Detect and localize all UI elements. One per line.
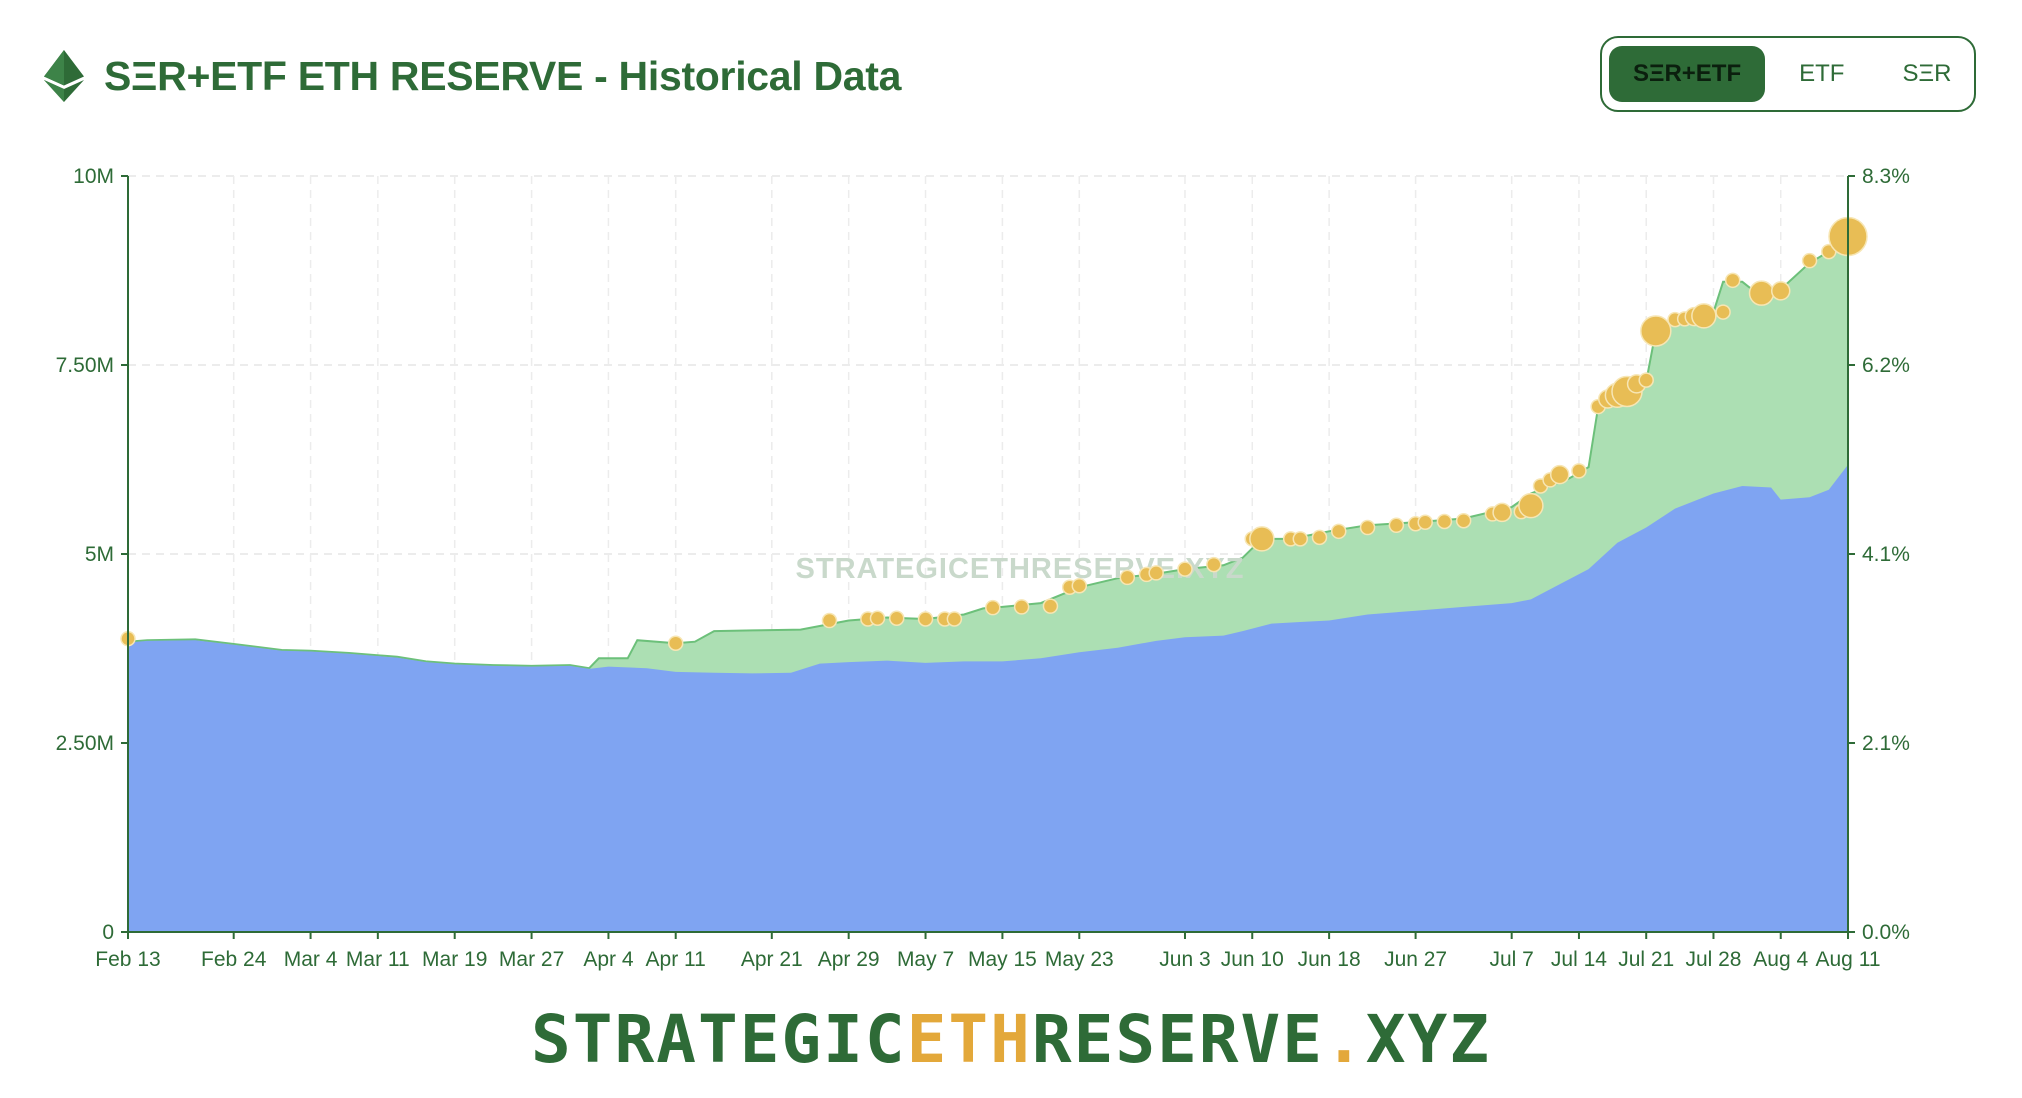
right-y-tick-label: 4.1% (1862, 543, 1910, 566)
purchase-marker[interactable] (917, 611, 934, 627)
dataset-toggle: SΞR+ETF ETF SΞR (1600, 36, 1976, 112)
footer-brand-strategic: STRATEGIC (531, 1001, 907, 1078)
purchase-marker[interactable] (1455, 512, 1472, 529)
purchase-marker[interactable] (888, 610, 905, 627)
x-tick-label: Jul 28 (1685, 948, 1741, 971)
x-tick-label: Apr 11 (646, 948, 706, 971)
right-y-tick-label: 2.1% (1862, 732, 1910, 755)
x-tick-label: Aug 11 (1816, 948, 1881, 971)
ethereum-diamond-icon (44, 50, 84, 102)
purchase-marker[interactable] (985, 599, 1001, 616)
x-tick-label: Mar 19 (422, 948, 487, 971)
purchase-marker[interactable] (667, 635, 684, 651)
x-tick-label: May 15 (968, 948, 1037, 971)
purchase-marker[interactable] (1640, 315, 1672, 347)
left-y-tick-label: 0 (102, 921, 114, 944)
left-y-tick-label: 10M (73, 165, 114, 188)
chart-container: STRATEGICETHRESERVE.XYZ 0 2.50M 5M 7.50M 10M… (0, 150, 2022, 980)
footer-brand: STRATEGICETHRESERVE.XYZ (0, 1000, 2022, 1080)
purchase-marker[interactable] (1119, 569, 1136, 586)
right-y-tick-labels: 0.0% 2.1% 4.1% 6.2% 8.3% (1862, 165, 1910, 944)
left-y-tick-label: 7.50M (56, 354, 114, 377)
purchase-marker[interactable] (1071, 578, 1088, 594)
ser-total-line (127, 231, 1849, 670)
purchase-marker[interactable] (1417, 514, 1433, 530)
purchase-marker[interactable] (1770, 281, 1791, 301)
purchase-marker[interactable] (1492, 502, 1512, 523)
chart-areas (127, 231, 1849, 932)
chart-axes (121, 175, 1855, 939)
x-tick-label: Jun 18 (1298, 948, 1361, 971)
x-tick-label: Apr 4 (583, 948, 634, 971)
x-tick-label: Mar 11 (346, 948, 410, 971)
x-tick-label: Apr 29 (818, 948, 880, 971)
x-tick-label: Jul 21 (1618, 948, 1674, 971)
purchase-markers (120, 216, 1868, 651)
purchase-marker[interactable] (1715, 304, 1731, 320)
purchase-marker[interactable] (1206, 556, 1222, 573)
x-tick-label: Jun 27 (1384, 948, 1447, 971)
purchase-marker[interactable] (1518, 492, 1544, 519)
x-tick-label: Feb 24 (201, 948, 267, 971)
x-tick-label: May 23 (1045, 948, 1114, 971)
chart-watermark: STRATEGICETHRESERVE.XYZ (796, 553, 1245, 585)
purchase-marker[interactable] (1148, 565, 1164, 581)
toggle-etf-button[interactable]: ETF (1799, 60, 1845, 87)
right-y-tick-label: 0.0% (1862, 921, 1910, 944)
purchase-marker[interactable] (1359, 519, 1376, 536)
purchase-marker[interactable] (869, 610, 886, 627)
x-tick-label: Feb 13 (95, 948, 160, 971)
purchase-marker[interactable] (1801, 252, 1818, 269)
purchase-marker[interactable] (1388, 517, 1405, 534)
x-tick-label: Jun 3 (1159, 948, 1210, 971)
footer-brand-dot: . (1324, 1001, 1366, 1078)
purchase-marker[interactable] (1436, 513, 1453, 530)
footer-brand-xyz: XYZ (1365, 1001, 1491, 1078)
left-y-tick-label: 2.50M (56, 732, 114, 755)
x-tick-label: Jul 7 (1490, 948, 1534, 971)
purchase-marker[interactable] (1292, 531, 1309, 547)
page-title: SΞR+ETF ETH RESERVE - Historical Data (104, 53, 902, 99)
x-tick-labels: Feb 13 Feb 24 Mar 4 Mar 11 Mar 19 Mar 27 Apr 4… (95, 948, 1880, 971)
purchase-marker[interactable] (1691, 303, 1717, 329)
toggle-ser-button[interactable]: SΞR (1902, 60, 1952, 87)
x-tick-label: Apr 21 (741, 948, 803, 971)
purchase-marker[interactable] (1042, 598, 1059, 614)
x-tick-label: Mar 27 (499, 948, 564, 971)
purchase-marker[interactable] (1638, 372, 1654, 388)
toggle-ser-etf-button[interactable]: SΞR+ETF (1609, 46, 1766, 102)
purchase-marker[interactable] (1330, 523, 1347, 540)
purchase-marker[interactable] (1549, 464, 1570, 485)
etf-area (128, 464, 1848, 932)
x-tick-label: May 7 (897, 948, 954, 971)
purchase-marker[interactable] (1748, 280, 1775, 306)
x-tick-label: Aug 4 (1753, 948, 1808, 971)
purchase-marker[interactable] (946, 611, 963, 627)
header: SΞR+ETF ETH RESERVE - Historical Data SΞ… (0, 0, 2022, 150)
right-y-tick-label: 8.3% (1862, 165, 1910, 188)
purchase-marker[interactable] (821, 612, 838, 629)
footer-brand-reserve: RESERVE (1031, 1001, 1325, 1078)
purchase-marker[interactable] (1013, 599, 1030, 615)
purchase-marker[interactable] (1249, 526, 1275, 552)
x-tick-label: Jun 10 (1221, 948, 1284, 971)
reserve-area-chart: STRATEGICETHRESERVE.XYZ 0 2.50M 5M 7.50M 10M… (56, 165, 1910, 971)
left-y-tick-labels: 0 2.50M 5M 7.50M 10M (56, 165, 114, 944)
x-tick-label: Jul 14 (1551, 948, 1607, 971)
purchase-marker[interactable] (1571, 463, 1587, 479)
left-y-tick-label: 5M (85, 543, 114, 566)
purchase-marker[interactable] (1724, 272, 1741, 289)
purchase-marker[interactable] (1311, 529, 1328, 546)
x-tick-label: Mar 4 (284, 948, 338, 971)
right-y-tick-label: 6.2% (1862, 354, 1910, 377)
purchase-marker[interactable] (1177, 561, 1193, 577)
footer-brand-eth: ETH (906, 1001, 1032, 1078)
